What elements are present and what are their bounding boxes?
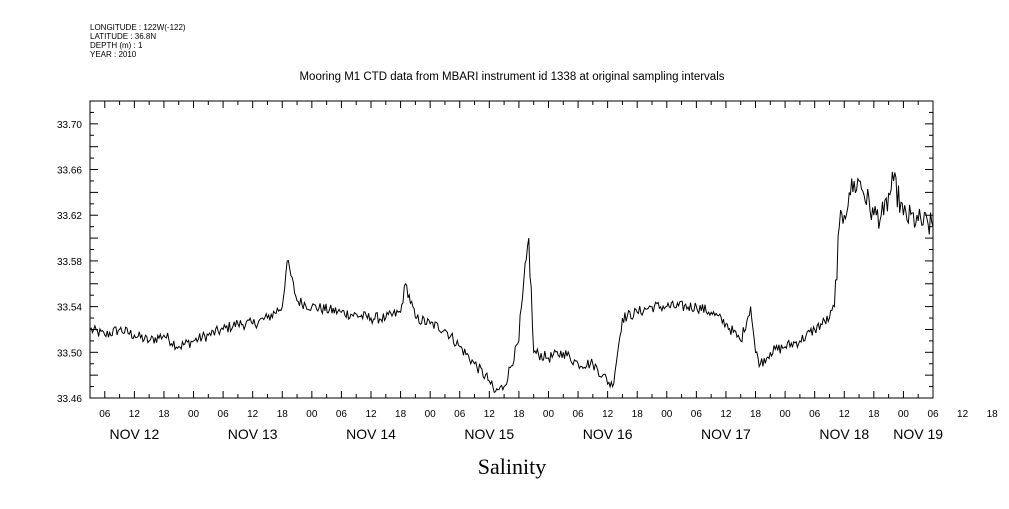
- y-axis-label: Salinity: [478, 454, 546, 479]
- y-tick-labels: 33.46 33.50 33.54 33.58 33.62 33.66 33.70: [57, 120, 82, 405]
- x-tick-label: 06: [99, 409, 111, 420]
- x-tick-label: 00: [188, 409, 200, 420]
- x-tick-label: 12: [602, 409, 614, 420]
- x-tick-label: 00: [306, 409, 318, 420]
- x-day-label: NOV 15: [464, 426, 514, 442]
- x-tick-label: 12: [129, 409, 141, 420]
- x-tick-label: 18: [158, 409, 170, 420]
- salinity-series-line: [89, 171, 934, 393]
- x-tick-label: 12: [365, 409, 377, 420]
- x-tick-label: 00: [543, 409, 555, 420]
- meta-year: YEAR : 2010: [90, 50, 137, 59]
- x-tick-label: 06: [218, 409, 230, 420]
- x-tick-label: 12: [957, 409, 969, 420]
- y-tick-label: 33.62: [57, 211, 82, 222]
- x-tick-label: 06: [454, 409, 466, 420]
- x-day-label: NOV 14: [346, 426, 396, 442]
- x-tick-label: 06: [336, 409, 348, 420]
- y-tick-label: 33.46: [57, 394, 82, 405]
- x-day-label: NOV 12: [109, 426, 159, 442]
- meta-latitude: LATITUDE : 36.8N: [90, 32, 156, 41]
- y-tick-label: 33.58: [57, 257, 82, 268]
- meta-longitude: LONGITUDE : 122W(-122): [90, 23, 186, 32]
- chart-title: Mooring M1 CTD data from MBARI instrumen…: [299, 71, 724, 83]
- x-tick-label: 18: [513, 409, 525, 420]
- x-tick-label: 18: [868, 409, 880, 420]
- meta-depth: DEPTH (m) : 1: [90, 41, 143, 50]
- x-tick-label: 12: [247, 409, 259, 420]
- x-tick-label: 00: [780, 409, 792, 420]
- x-tick-label: 18: [277, 409, 289, 420]
- x-tick-label: 18: [987, 409, 999, 420]
- x-tick-label: 06: [809, 409, 821, 420]
- x-day-label: NOV 13: [228, 426, 278, 442]
- x-tick-label: 12: [839, 409, 851, 420]
- y-tick-label: 33.66: [57, 166, 82, 177]
- x-tick-label: 06: [691, 409, 703, 420]
- x-tick-label: 12: [484, 409, 496, 420]
- y-tick-label: 33.70: [57, 120, 82, 131]
- x-tick-label: 00: [425, 409, 437, 420]
- x-tick-label: 12: [720, 409, 732, 420]
- y-tick-label: 33.50: [57, 348, 82, 359]
- x-day-label: NOV 16: [583, 426, 633, 442]
- x-tick-label: 18: [395, 409, 407, 420]
- tick-marks: [89, 100, 934, 399]
- x-tick-label: 18: [750, 409, 762, 420]
- x-tick-label: 00: [661, 409, 673, 420]
- x-tick-label: 06: [927, 409, 939, 420]
- x-tick-label: 18: [632, 409, 644, 420]
- x-tick-label: 06: [572, 409, 584, 420]
- x-day-label: NOV 17: [701, 426, 751, 442]
- meta-info: LONGITUDE : 122W(-122) LATITUDE : 36.8N …: [90, 23, 186, 59]
- x-day-label: NOV 18: [819, 426, 869, 442]
- x-tick-label: 00: [898, 409, 910, 420]
- x-day-labels: NOV 12 NOV 13 NOV 14 NOV 15 NOV 16 NOV 17 NOV …: [109, 426, 943, 442]
- x-day-label: NOV 19: [893, 426, 943, 442]
- plot-frame: [89, 100, 934, 399]
- x-tick-labels: 06 12 18 00 06 12 18 00 06 12 18 00 06 12 18 00 06 12 18 00…: [99, 409, 999, 420]
- y-tick-label: 33.54: [57, 303, 82, 314]
